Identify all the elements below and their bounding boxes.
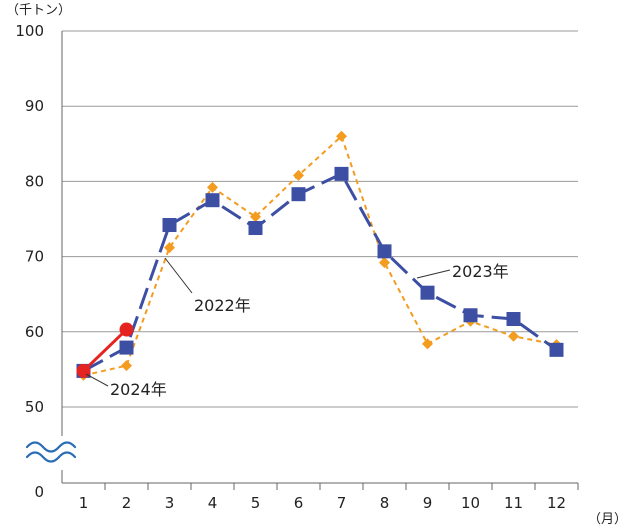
data-point bbox=[121, 360, 132, 372]
series-label-2024-leader bbox=[85, 373, 109, 387]
series-label-2022-text: 2022年 bbox=[194, 296, 251, 315]
y-tick-label: 90 bbox=[25, 97, 44, 115]
data-point bbox=[549, 342, 564, 357]
series-label-2023-leader bbox=[416, 269, 451, 279]
series-1 bbox=[76, 166, 564, 378]
axis-break-mask bbox=[20, 436, 86, 470]
x-tick-labels: 1 2 3 4 5 6 7 8 9 10 11 12 bbox=[79, 483, 579, 512]
data-point bbox=[334, 166, 349, 181]
data-point bbox=[205, 193, 220, 208]
x-tick-label: 9 bbox=[423, 494, 433, 512]
y-tick-label: 70 bbox=[25, 248, 44, 266]
x-tick-label: 4 bbox=[208, 494, 218, 512]
x-tick-label: 12 bbox=[547, 494, 566, 512]
axis-break-icon bbox=[25, 441, 77, 463]
data-point bbox=[119, 340, 134, 355]
y-unit-label: （千トン） bbox=[6, 3, 71, 18]
data-point bbox=[248, 221, 263, 236]
data-point bbox=[291, 187, 306, 202]
series-label-2023-text: 2023年 bbox=[452, 262, 509, 281]
x-tick-label: 1 bbox=[79, 494, 89, 512]
series-label-2023: 2023年 bbox=[416, 262, 509, 281]
y-tick-label: 100 bbox=[15, 22, 44, 40]
data-point bbox=[463, 308, 478, 323]
data-point bbox=[420, 285, 435, 300]
data-point bbox=[379, 257, 390, 269]
series-0 bbox=[78, 130, 562, 381]
series-line bbox=[83, 135, 557, 377]
data-point bbox=[336, 130, 347, 142]
y-tick-label: 80 bbox=[25, 172, 44, 190]
data-point bbox=[422, 338, 433, 350]
x-tick-label: 3 bbox=[165, 494, 175, 512]
x-tick-label: 2 bbox=[122, 494, 132, 512]
data-point bbox=[162, 218, 177, 233]
y-tick-labels: 0 50 60 70 80 90 100 bbox=[15, 22, 44, 501]
data-point bbox=[508, 330, 519, 342]
gridlines bbox=[62, 30, 578, 408]
x-tick-label: 5 bbox=[251, 494, 261, 512]
y-tick-label: 60 bbox=[25, 323, 44, 341]
series-label-2022-leader bbox=[164, 257, 193, 294]
series-2 bbox=[76, 322, 134, 378]
data-point bbox=[293, 169, 304, 181]
series-label-2024: 2024年 bbox=[85, 373, 167, 399]
series-line bbox=[82, 172, 558, 373]
x-tick-label: 8 bbox=[380, 494, 390, 512]
x-unit-label: （月） bbox=[588, 512, 627, 527]
data-point bbox=[506, 312, 521, 327]
y-tick-label: 50 bbox=[25, 398, 44, 416]
series-line bbox=[82, 328, 128, 372]
data-point bbox=[119, 322, 134, 337]
series-group bbox=[76, 130, 564, 381]
series-label-2024-text: 2024年 bbox=[110, 380, 167, 399]
data-point bbox=[207, 181, 218, 193]
data-point bbox=[164, 242, 175, 254]
series-label-2022: 2022年 bbox=[164, 257, 251, 315]
x-tick-label: 11 bbox=[504, 494, 523, 512]
data-point bbox=[377, 244, 392, 259]
x-tick-label: 6 bbox=[294, 494, 304, 512]
data-point bbox=[250, 211, 261, 223]
x-tick-label: 7 bbox=[337, 494, 347, 512]
x-tick-label: 10 bbox=[461, 494, 480, 512]
y-tick-label: 0 bbox=[34, 483, 44, 501]
